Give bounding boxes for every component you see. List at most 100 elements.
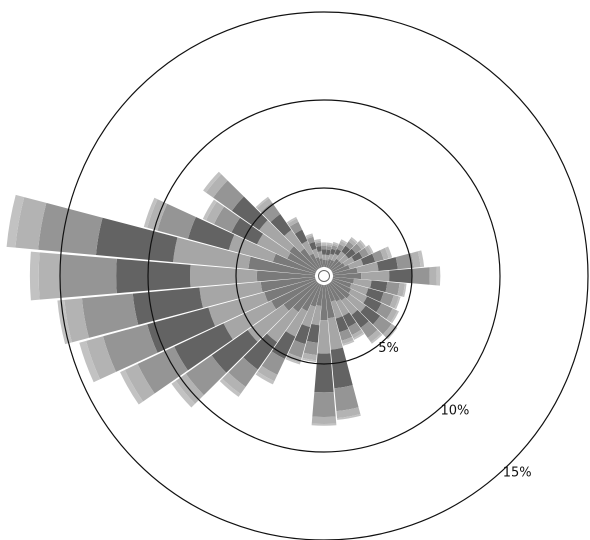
wedge-dir-40-band-4 [345, 241, 354, 250]
wedge-dir-70-band-2 [348, 258, 364, 269]
wedge-dir-80-band-1 [332, 267, 358, 276]
wedge-dir-140-band-6 [370, 333, 383, 344]
wedge-dir-10-band-2 [325, 254, 330, 261]
wedge-dir-220-band-4 [228, 357, 258, 387]
ring-5 [235, 187, 413, 365]
wedge-dir-160-band-2 [331, 300, 343, 319]
wedge-dir-340-band-4 [306, 236, 315, 244]
wedge-dir-10-band-4 [326, 246, 332, 251]
wedge-dir-340-band-3 [309, 241, 317, 251]
wedge-dir-60-band-4 [358, 247, 369, 258]
wedge-dir-290-band-3 [187, 216, 235, 251]
wedge-dir-60-band-5 [364, 245, 372, 255]
wedge-dir-70-band-5 [380, 247, 389, 260]
wedge-dir-120-band-3 [363, 296, 382, 313]
wedge-dir-70-band-4 [372, 250, 384, 263]
wedge-dir-280-band-2 [173, 237, 251, 270]
wedge-dir-310-band-3 [231, 196, 268, 231]
wedge-dir-180-band-4 [312, 391, 336, 418]
wedge-dir-330-band-1 [309, 253, 321, 269]
wedge-dir-290-band-1 [272, 253, 316, 274]
wedge-dir-140-band-3 [351, 309, 369, 328]
wedge-dir-260-band-3 [132, 287, 203, 325]
wedge-dir-300-band-5 [206, 201, 225, 225]
wedge-dir-270-band-5 [38, 252, 61, 300]
wedge-dir-160-band-1 [326, 284, 336, 302]
wedge-dir-280-band-1 [248, 256, 316, 276]
wedge-dir-150-band-4 [348, 322, 362, 336]
wedge-dir-170-band-3 [330, 347, 353, 389]
wedge-dir-60-band-6 [367, 244, 374, 254]
wedge-dir-210-band-3 [271, 331, 296, 359]
wind-rose-wedges [6, 171, 441, 426]
wedge-dir-170-band-6 [337, 414, 361, 420]
wedge-dir-280-band-5 [15, 197, 47, 250]
wedge-dir-170-band-1 [324, 284, 335, 319]
wedge-dir-160-band-4 [339, 328, 353, 341]
wedge-dir-350-band-1 [319, 258, 324, 268]
wedge-dir-110-band-5 [389, 295, 399, 309]
wedge-dir-140-band-2 [341, 297, 358, 315]
wedge-dir-330-band-4 [289, 221, 303, 234]
wedge-dir-310-band-5 [205, 174, 228, 198]
wedge-dir-270-band-4 [59, 254, 117, 298]
wedge-dir-40-band-2 [336, 251, 346, 261]
wedge-dir-330-band-3 [294, 229, 308, 245]
wedge-dir-220-band-5 [222, 372, 246, 395]
wedge-dir-310-band-1 [289, 246, 318, 271]
wedge-dir-60-band-1 [331, 262, 345, 273]
wedge-dir-20-band-6 [332, 241, 339, 246]
wedge-dir-160-band-6 [342, 340, 355, 346]
wedge-dir-100-band-2 [353, 278, 372, 289]
wedge-dir-350-band-5 [314, 240, 321, 244]
wedge-dir-270-band-3 [116, 258, 191, 294]
wedge-dir-130-band-6 [386, 326, 398, 340]
wedge-dir-110-band-1 [332, 278, 352, 288]
wedge-dir-60-band-3 [351, 251, 363, 262]
wedge-dir-150-band-5 [351, 329, 364, 339]
wedge-dir-320-band-2 [284, 229, 305, 253]
wedge-dir-260-band-6 [57, 299, 72, 345]
wedge-dir-20-band-1 [326, 258, 332, 268]
wedge-dir-300-band-1 [287, 252, 317, 273]
wedge-dir-230-band-1 [283, 281, 318, 311]
wedge-dir-300-band-2 [256, 233, 291, 259]
wedge-dir-70-band-3 [360, 253, 376, 266]
wedge-dir-280-band-6 [6, 194, 25, 248]
wedge-dir-230-band-2 [247, 304, 289, 342]
wedge-dir-50-band-1 [330, 260, 342, 271]
wedge-dir-80-band-4 [395, 253, 414, 270]
wedge-dir-160-band-3 [335, 316, 349, 333]
wedge-dir-200-band-4 [288, 340, 306, 358]
wedge-dir-340-band-2 [312, 248, 319, 259]
wedge-dir-10-band-5 [326, 244, 333, 247]
wedge-dir-90-band-5 [429, 266, 437, 286]
wedge-dir-30-band-2 [331, 253, 339, 262]
wedge-dir-260-band-5 [64, 298, 89, 343]
wedge-dir-210-band-6 [255, 371, 275, 385]
wedge-dir-140-band-1 [329, 282, 346, 301]
wedge-dir-220-band-3 [243, 333, 278, 370]
wedge-dir-50-band-4 [351, 243, 362, 254]
wedge-dir-200-band-2 [301, 304, 316, 328]
wedge-dir-100-band-1 [332, 276, 354, 284]
wedge-dir-30-band-6 [340, 239, 348, 245]
wedge-dir-340-band-6 [305, 233, 313, 238]
wedge-dir-30-band-4 [336, 243, 345, 252]
wedge-dir-170-band-4 [334, 385, 359, 412]
wedge-dir-30-band-1 [327, 259, 335, 269]
wedge-dir-300-band-3 [231, 217, 264, 245]
wedge-dir-130-band-3 [360, 305, 381, 325]
wedge-dir-90-band-3 [389, 268, 413, 284]
wedge-dir-350-band-4 [315, 242, 322, 247]
wedge-dir-90-band-2 [361, 270, 390, 282]
ring-labels: 5% 10% 15% [378, 341, 531, 481]
wedge-dir-170-band-5 [336, 407, 361, 419]
wedge-dir-0-band-2 [322, 254, 326, 261]
wedge-dir-50-band-5 [356, 241, 365, 250]
wedge-dir-270-band-1 [256, 270, 316, 282]
wedge-dir-290-band-6 [143, 197, 158, 228]
wedge-dir-240-band-4 [137, 346, 188, 394]
wedge-dir-50-band-3 [345, 248, 356, 259]
wedge-dir-320-band-4 [260, 202, 281, 223]
